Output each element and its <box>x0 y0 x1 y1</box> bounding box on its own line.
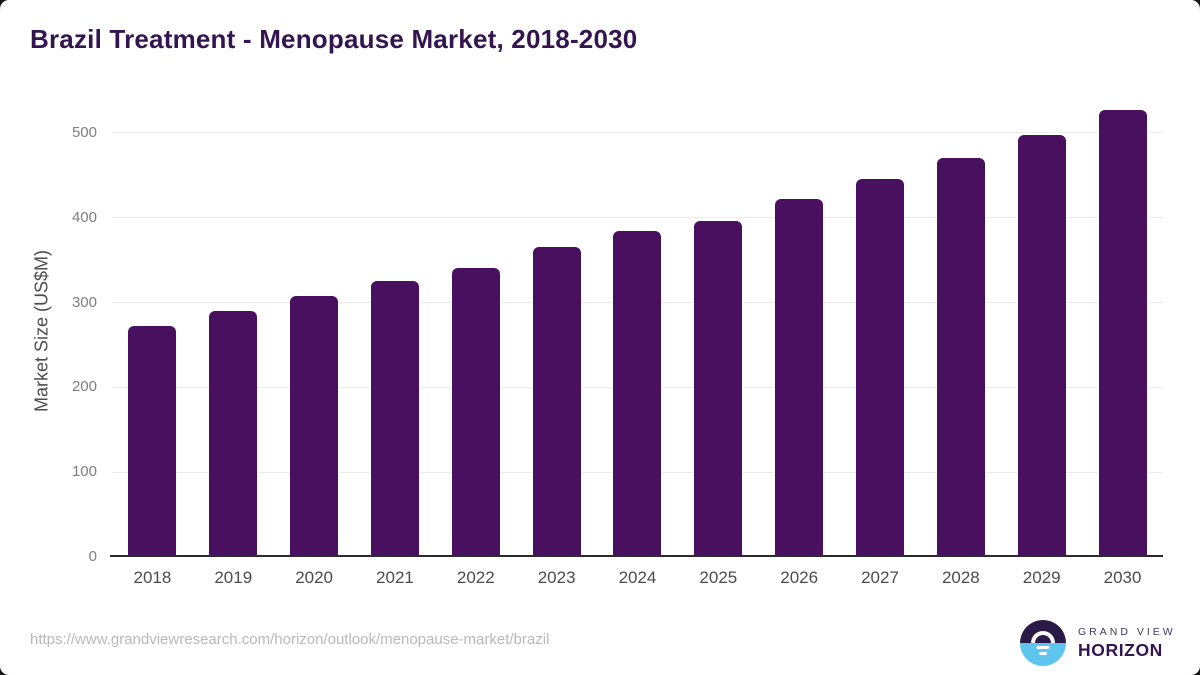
bar-2030 <box>1098 110 1147 557</box>
page-title: Brazil Treatment - Menopause Market, 201… <box>30 24 638 54</box>
logo-reflection-line-2 <box>1039 652 1047 655</box>
logo-text-grand-view: GRAND VIEW <box>1078 625 1176 638</box>
y-tick-label-500: 500 <box>71 123 97 141</box>
x-tick-label-2023: 2023 <box>537 568 576 587</box>
x-tick-label-2019: 2019 <box>214 568 253 587</box>
y-tick-label-0: 0 <box>88 548 97 565</box>
gridline-500 <box>112 132 1163 134</box>
source-url: https://www.grandviewresearch.com/horizo… <box>30 631 550 648</box>
x-tick-label-2026: 2026 <box>780 568 819 587</box>
x-tick-label-2021: 2021 <box>376 568 414 587</box>
x-tick-label-2030: 2030 <box>1103 568 1142 587</box>
y-tick-label-400: 400 <box>71 208 97 226</box>
gridline-400 <box>112 217 1163 219</box>
grandview-horizon-logo: GRAND VIEW HORIZON <box>1020 620 1176 666</box>
bar-2023 <box>532 247 581 557</box>
x-tick-label-2018: 2018 <box>133 568 172 587</box>
logo-text: GRAND VIEW HORIZON <box>1078 626 1176 661</box>
bar-slot-2023 <box>516 105 597 557</box>
logo-sun-arch <box>1031 631 1055 643</box>
bar-2026 <box>775 199 824 557</box>
logo-text-horizon: HORIZON <box>1078 639 1163 660</box>
bar-slot-2029 <box>1001 105 1082 557</box>
bar-2019 <box>209 311 258 557</box>
x-tick-label-2020: 2020 <box>295 568 334 587</box>
x-tick-label-2024: 2024 <box>618 568 657 587</box>
bar-2022 <box>451 268 500 557</box>
bar-2020 <box>290 296 339 557</box>
bar-slot-2028 <box>920 105 1001 557</box>
plot-area <box>110 105 1163 557</box>
y-tick-label-300: 300 <box>71 293 97 311</box>
bar-slot-2027 <box>840 105 921 557</box>
x-tick-label-2025: 2025 <box>699 568 738 587</box>
y-tick-label-200: 200 <box>71 378 97 396</box>
bar-2025 <box>694 221 743 557</box>
bar-slot-2021 <box>355 105 436 557</box>
bar-slot-2026 <box>759 105 840 557</box>
bar-slot-2022 <box>435 105 516 557</box>
x-axis-line <box>110 555 1163 557</box>
bar-2024 <box>613 231 662 557</box>
bar-2021 <box>370 281 419 557</box>
bar-slot-2018 <box>112 105 193 557</box>
logo-reflection-line-1 <box>1036 646 1050 649</box>
bar-2018 <box>128 326 177 557</box>
y-tick-label-100: 100 <box>71 463 97 481</box>
horizon-sun-icon <box>1020 620 1066 666</box>
bar-2029 <box>1017 135 1066 557</box>
bar-slot-2024 <box>597 105 678 557</box>
x-tick-label-2022: 2022 <box>456 568 495 587</box>
bar-2028 <box>936 158 985 557</box>
y-axis-title: Market Size (US$M) <box>31 249 52 413</box>
x-tick-label-2028: 2028 <box>941 568 980 587</box>
x-tick-label-2029: 2029 <box>1022 568 1061 587</box>
x-tick-label-2027: 2027 <box>861 568 899 587</box>
bar-slot-2030 <box>1082 105 1163 557</box>
bar-slot-2020 <box>274 105 355 557</box>
bars-container <box>112 105 1163 557</box>
bar-2027 <box>856 179 905 557</box>
bar-slot-2025 <box>678 105 759 557</box>
bar-slot-2019 <box>193 105 274 557</box>
x-axis-labels: 2018 2019 2020 2021 2022 2023 2024 2025 2026 2027… <box>112 568 1163 588</box>
